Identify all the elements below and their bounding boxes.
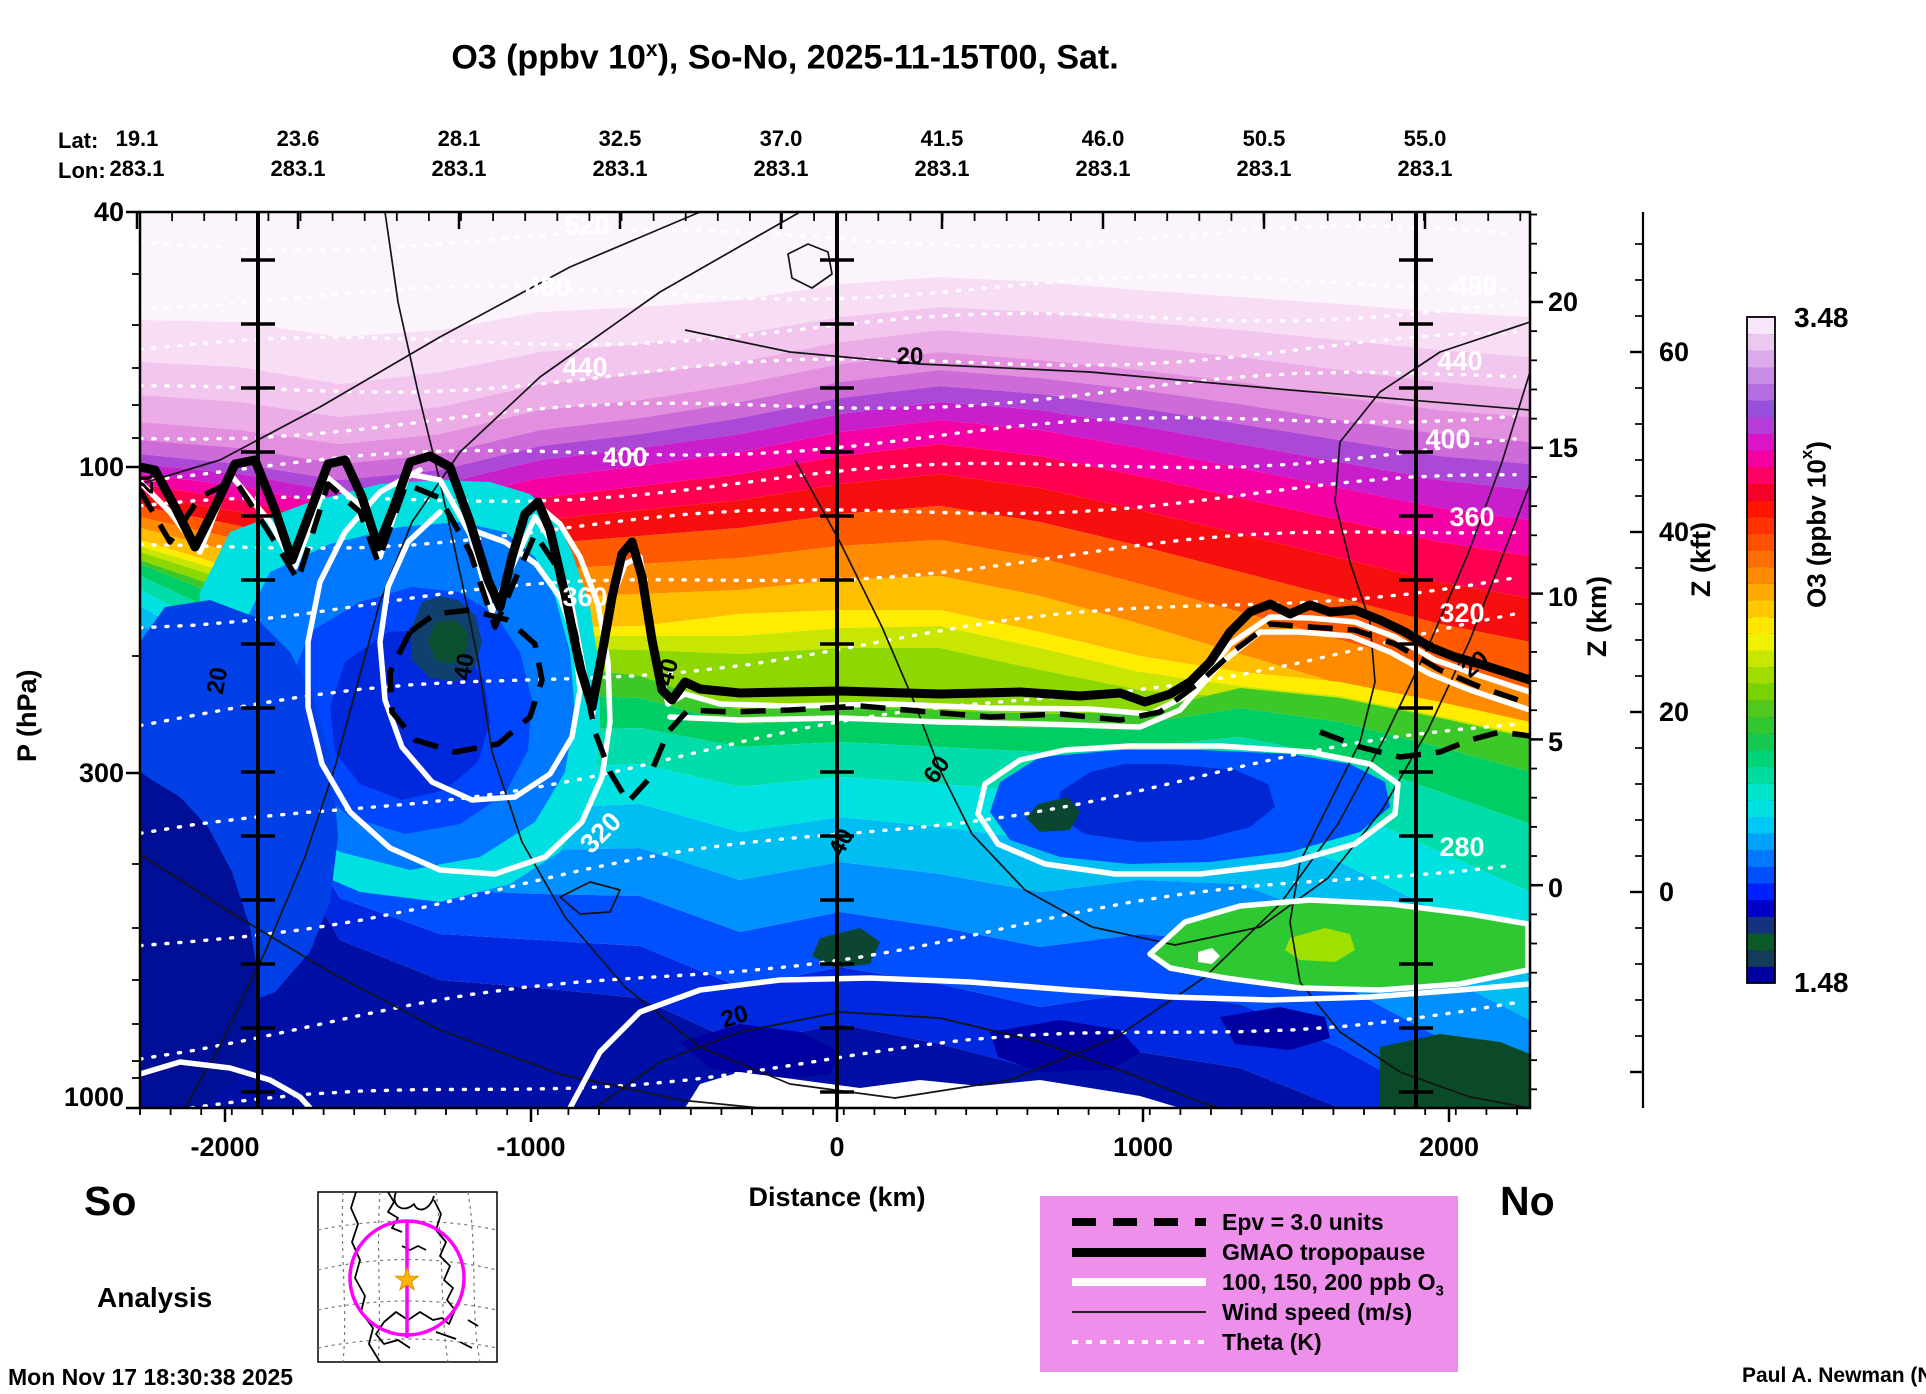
svg-text:360: 360 — [1449, 502, 1494, 532]
svg-text:360: 360 — [562, 582, 607, 612]
svg-text:320: 320 — [1439, 598, 1484, 628]
lon-row-label: Lon: — [58, 158, 106, 183]
svg-text:40: 40 — [94, 197, 124, 227]
svg-text:5: 5 — [1548, 727, 1563, 757]
z-kft-axis — [1630, 212, 1645, 1108]
profile-location-star — [394, 1266, 420, 1291]
svg-text:40: 40 — [449, 651, 480, 682]
svg-text:400: 400 — [1425, 424, 1470, 454]
legend-item-o3-contours: 100, 150, 200 ppb O3 — [1040, 1268, 1458, 1300]
svg-text:20: 20 — [897, 343, 924, 370]
svg-text:480: 480 — [525, 272, 570, 302]
svg-text:37.0: 37.0 — [760, 126, 803, 151]
svg-text:55.0: 55.0 — [1404, 126, 1447, 151]
tropopause-line-sample — [1072, 1248, 1206, 1257]
svg-text:46.0: 46.0 — [1082, 126, 1125, 151]
svg-text:0: 0 — [829, 1132, 844, 1162]
svg-text:0: 0 — [1659, 877, 1674, 907]
svg-text:41.5: 41.5 — [921, 126, 964, 151]
svg-text:520: 520 — [564, 210, 609, 240]
legend-box: Epv = 3.0 units GMAO tropopause 100, 150… — [1040, 1196, 1458, 1372]
svg-text:20: 20 — [202, 665, 233, 696]
svg-text:50.5: 50.5 — [1243, 126, 1286, 151]
legend-label-wind: Wind speed (m/s) — [1222, 1299, 1413, 1325]
svg-text:283.1: 283.1 — [1075, 156, 1130, 181]
legend-item-theta: Theta (K) — [1040, 1328, 1458, 1358]
timestamp: Mon Nov 17 18:30:38 2025 — [8, 1364, 294, 1390]
svg-text:19.1: 19.1 — [116, 126, 159, 151]
svg-text:440: 440 — [562, 352, 607, 382]
page-title: O3 (ppbv 10x), So-No, 2025-11-15T00, Sat… — [451, 38, 1119, 77]
svg-text:283.1: 283.1 — [1236, 156, 1291, 181]
colorbar-min-label: 1.48 — [1794, 967, 1849, 998]
svg-text:60: 60 — [1659, 337, 1689, 367]
svg-text:480: 480 — [1452, 271, 1497, 301]
svg-text:1000: 1000 — [64, 1082, 124, 1112]
svg-text:283.1: 283.1 — [1397, 156, 1452, 181]
svg-text:2000: 2000 — [1419, 1132, 1479, 1162]
o3-contour-line-sample — [1072, 1278, 1206, 1286]
svg-text:400: 400 — [602, 442, 647, 472]
colorbar — [1746, 316, 1776, 984]
svg-text:20: 20 — [132, 468, 159, 495]
svg-text:283.1: 283.1 — [592, 156, 647, 181]
wind-line-sample — [1072, 1311, 1206, 1313]
svg-text:-2000: -2000 — [190, 1132, 259, 1162]
epv-dashed-line-sample — [1072, 1218, 1206, 1226]
colorbar-max-label: 3.48 — [1794, 302, 1849, 333]
map-inset — [317, 1191, 498, 1363]
svg-text:1000: 1000 — [1113, 1132, 1173, 1162]
svg-text:440: 440 — [1437, 346, 1482, 376]
svg-text:300: 300 — [79, 758, 124, 788]
north-end-label: No — [1500, 1178, 1555, 1224]
plot-frame — [126, 210, 1543, 1122]
svg-text:10: 10 — [1548, 582, 1578, 612]
svg-text:283.1: 283.1 — [753, 156, 808, 181]
z-km-axis-title: Z (km) — [1582, 576, 1612, 657]
legend-label-o3: 100, 150, 200 ppb O3 — [1222, 1269, 1444, 1300]
svg-text:283.1: 283.1 — [270, 156, 325, 181]
analysis-label: Analysis — [97, 1282, 213, 1313]
svg-text:0: 0 — [1548, 873, 1563, 903]
svg-text:23.6: 23.6 — [277, 126, 320, 151]
lat-row-label: Lat: — [58, 128, 99, 153]
axis-tick-labels: 19.1 23.6 28.1 32.5 37.0 41.5 46.0 50.5 55.0 283.… — [64, 126, 1689, 1162]
svg-text:283.1: 283.1 — [431, 156, 486, 181]
legend-item-tropopause: GMAO tropopause — [1040, 1238, 1458, 1268]
svg-text:15: 15 — [1548, 433, 1578, 463]
legend-label-theta: Theta (K) — [1222, 1329, 1322, 1355]
theta-dotted-line-sample — [1072, 1340, 1206, 1344]
legend-label-epv: Epv = 3.0 units — [1222, 1209, 1384, 1235]
credit: Paul A. Newman (NASA — [1742, 1364, 1926, 1387]
svg-text:-1000: -1000 — [496, 1132, 565, 1162]
pressure-axis-title: P (hPa) — [12, 669, 42, 762]
svg-text:28.1: 28.1 — [438, 126, 481, 151]
legend-item-wind: Wind speed (m/s) — [1040, 1298, 1458, 1328]
svg-text:283.1: 283.1 — [109, 156, 164, 181]
svg-text:100: 100 — [79, 452, 124, 482]
svg-text:20: 20 — [1659, 697, 1689, 727]
svg-text:283.1: 283.1 — [914, 156, 969, 181]
legend-label-tropopause: GMAO tropopause — [1222, 1239, 1426, 1265]
svg-text:280: 280 — [1439, 832, 1484, 862]
svg-text:20: 20 — [1548, 287, 1578, 317]
colorbar-title: O3 (ppbv 10x) — [1797, 441, 1832, 608]
south-end-label: So — [84, 1178, 137, 1224]
distance-axis-title: Distance (km) — [748, 1182, 926, 1212]
legend-item-epv: Epv = 3.0 units — [1040, 1208, 1458, 1238]
svg-text:40: 40 — [1659, 517, 1689, 547]
z-kft-axis-title: Z (kft) — [1686, 522, 1716, 597]
svg-text:32.5: 32.5 — [599, 126, 642, 151]
